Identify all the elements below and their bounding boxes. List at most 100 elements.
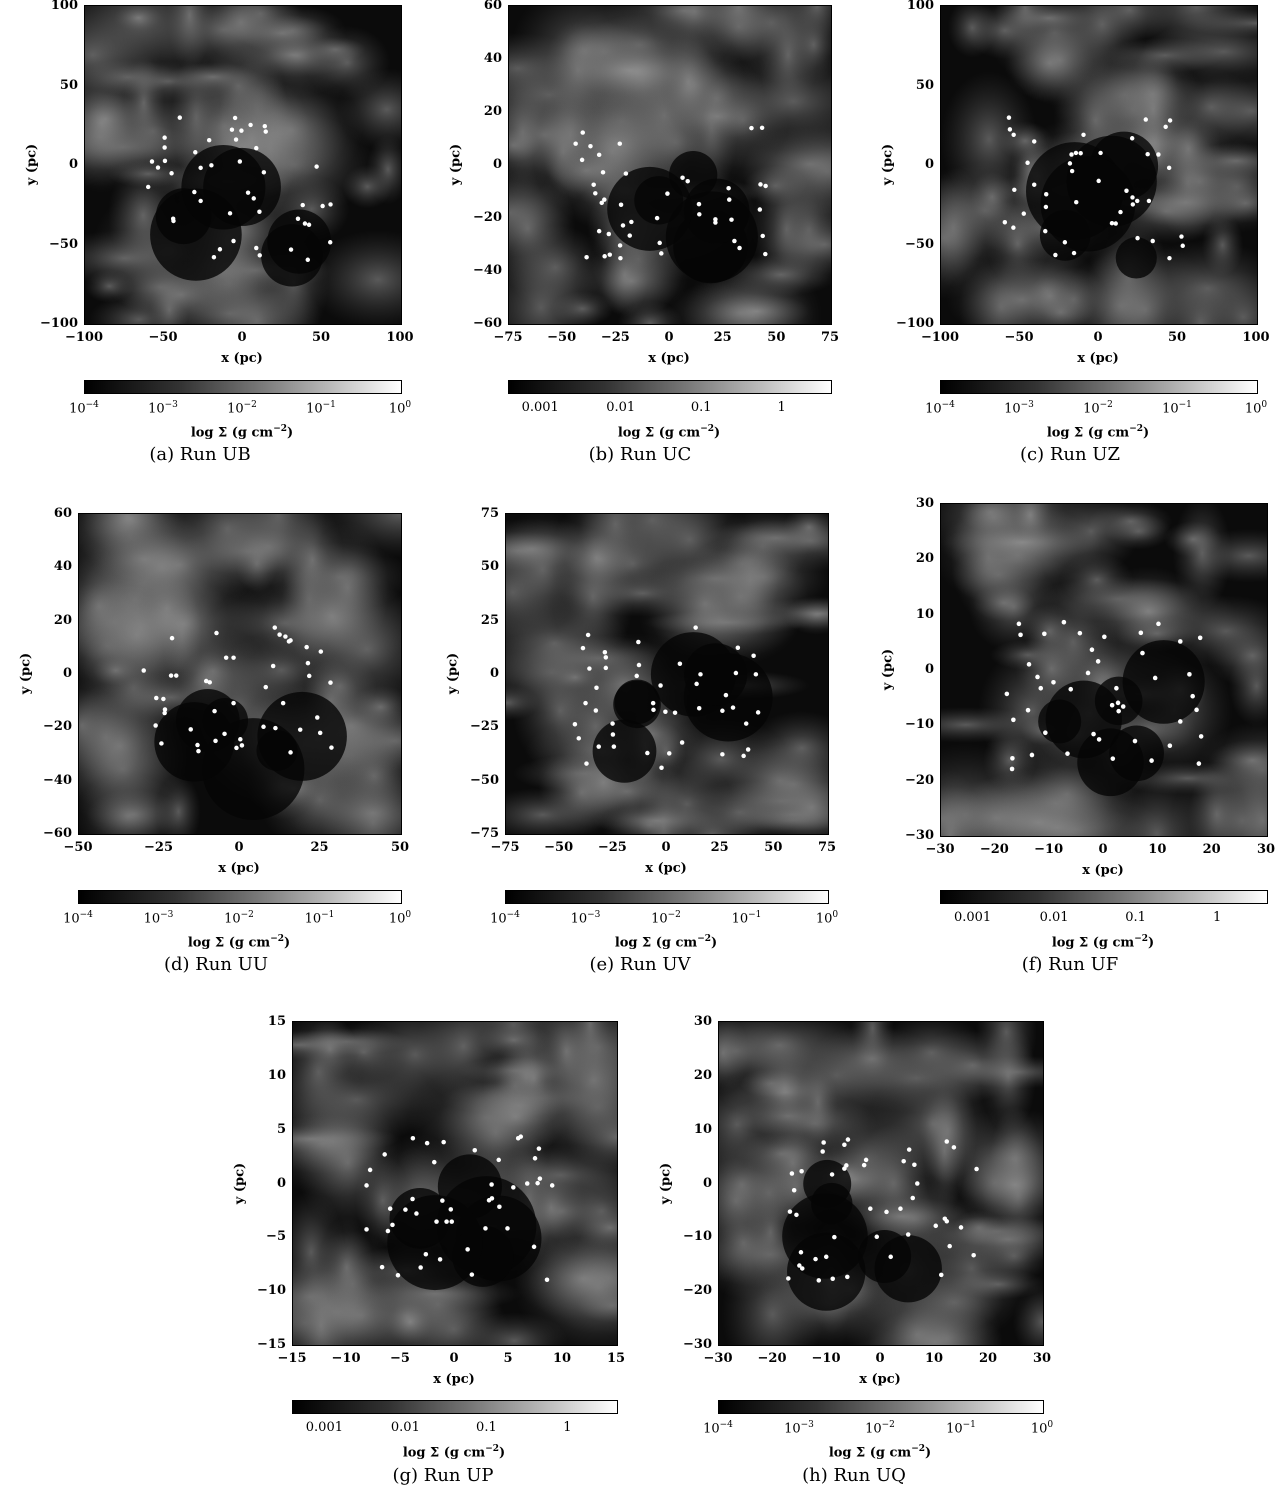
x-tick-label: −15 <box>277 1351 307 1366</box>
colorbar-tick-label: 1 <box>777 400 786 415</box>
x-axis-label: x (pc) <box>221 351 263 366</box>
x-tick-label: 30 <box>1256 842 1276 857</box>
y-tick-label: −30 <box>905 828 934 843</box>
colorbar-label: log Σ (g cm−2) <box>190 424 294 441</box>
x-axis-label: x (pc) <box>218 861 260 876</box>
x-tick-label: −20 <box>757 1351 787 1366</box>
x-tick-label: −30 <box>925 842 955 857</box>
subfigure-caption: (a) Run UB <box>149 444 251 465</box>
colorbar-label: log Σ (g cm−2) <box>187 934 291 951</box>
x-tick-label: 75 <box>817 840 837 855</box>
y-tick-label: −20 <box>473 210 502 225</box>
x-tick-label: 20 <box>978 1351 998 1366</box>
y-tick-label: 60 <box>53 506 72 521</box>
x-tick-label: −10 <box>1034 842 1064 857</box>
y-tick-label: 30 <box>915 496 934 511</box>
x-axis-label: x (pc) <box>648 351 690 366</box>
y-tick-label: 100 <box>50 0 78 13</box>
colorbar-tick-label: 100 <box>388 910 412 927</box>
y-tick-label: −20 <box>683 1283 712 1299</box>
y-tick-label: −25 <box>470 719 499 735</box>
colorbar-tick-label: 1 <box>563 1420 572 1435</box>
colorbar-tick-label: 10−2 <box>227 400 257 417</box>
y-tick-label: −60 <box>43 826 72 841</box>
colorbar-label: log Σ (g cm−2) <box>1051 934 1155 951</box>
x-tick-label: −10 <box>331 1351 361 1366</box>
x-tick-label: −5 <box>390 1351 410 1366</box>
subfigure-caption: (f) Run UF <box>1021 954 1119 975</box>
y-tick-label: 50 <box>915 77 934 93</box>
density-map-e <box>505 513 829 835</box>
y-tick-label: 0 <box>68 157 78 172</box>
colorbar-tick-label: 100 <box>388 400 412 417</box>
x-tick-label: −30 <box>703 1351 733 1366</box>
y-tick-label: 20 <box>53 612 72 628</box>
subfigure-caption: (b) Run UC <box>588 444 692 465</box>
colorbar-tick-label: 10−1 <box>1162 400 1192 417</box>
subfigure-caption: (c) Run UZ <box>1020 444 1120 465</box>
x-tick-label: 0 <box>664 330 674 345</box>
x-tick-label: 10 <box>1148 842 1167 857</box>
y-tick-label: 0 <box>924 662 934 677</box>
y-tick-label: 10 <box>915 606 934 622</box>
density-map-h <box>718 1021 1044 1346</box>
y-tick-label: 60 <box>483 0 502 13</box>
x-tick-label: −50 <box>148 330 178 345</box>
x-tick-label: −10 <box>811 1351 841 1366</box>
y-tick-label: −60 <box>473 316 502 331</box>
colorbar-tick-label: 10−4 <box>63 910 93 927</box>
density-map-c <box>940 5 1258 325</box>
y-axis-label: y (pc) <box>232 1162 248 1204</box>
colorbar-tick-label: 10−2 <box>651 910 681 927</box>
colorbar <box>940 380 1258 394</box>
x-tick-label: −25 <box>144 840 173 855</box>
y-tick-label: −30 <box>683 1337 712 1352</box>
y-tick-label: −10 <box>257 1283 286 1299</box>
x-tick-label: 0 <box>875 1351 885 1366</box>
x-axis-label: x (pc) <box>645 861 687 876</box>
colorbar-tick-label: 10−3 <box>1004 400 1034 417</box>
subfigure-caption: (h) Run UQ <box>802 1465 906 1486</box>
x-tick-label: −50 <box>544 840 574 855</box>
x-tick-label: 30 <box>1032 1351 1052 1366</box>
colorbar <box>508 380 832 394</box>
colorbar-tick-label: 100 <box>1244 400 1268 417</box>
colorbar <box>940 890 1268 904</box>
x-tick-label: 0 <box>661 840 671 855</box>
colorbar-label: log Σ (g cm−2) <box>402 1444 506 1461</box>
y-tick-label: 0 <box>492 157 502 172</box>
colorbar-tick-label: 10−2 <box>1083 400 1113 417</box>
y-tick-label: −40 <box>43 772 72 788</box>
colorbar-tick-label: 10−3 <box>143 910 174 927</box>
x-tick-label: 0 <box>1093 330 1103 345</box>
y-tick-label: −5 <box>266 1229 286 1245</box>
y-axis-label: y (pc) <box>18 652 34 695</box>
x-tick-label: 5 <box>503 1351 513 1366</box>
y-tick-label: 20 <box>693 1067 712 1083</box>
x-tick-label: −25 <box>600 330 630 345</box>
colorbar-tick-label: 10−2 <box>865 1420 895 1437</box>
x-tick-label: 0 <box>1098 842 1108 857</box>
colorbar-tick-label: 0.01 <box>1039 910 1069 925</box>
y-tick-label: 10 <box>267 1067 286 1083</box>
x-tick-label: −20 <box>979 842 1009 857</box>
y-tick-label: 5 <box>276 1121 286 1137</box>
y-tick-label: 40 <box>53 559 72 575</box>
density-map-b <box>508 5 832 325</box>
y-tick-label: −10 <box>683 1229 712 1245</box>
x-tick-label: −100 <box>64 330 104 345</box>
x-tick-label: 75 <box>820 330 840 345</box>
colorbar-label: log Σ (g cm−2) <box>617 424 721 441</box>
x-tick-label: 20 <box>1202 842 1221 857</box>
y-tick-label: 15 <box>267 1014 286 1029</box>
x-tick-label: 25 <box>710 840 729 855</box>
y-tick-label: 20 <box>483 104 502 119</box>
y-tick-label: −50 <box>470 772 499 788</box>
x-tick-label: −75 <box>490 840 520 855</box>
colorbar-tick-label: 0.01 <box>606 400 636 415</box>
colorbar-tick-label: 10−3 <box>570 910 601 927</box>
y-tick-label: 0 <box>276 1175 286 1191</box>
x-tick-label: −50 <box>1004 330 1034 345</box>
y-tick-label: 20 <box>915 551 934 567</box>
y-axis-label: y (pc) <box>880 143 896 186</box>
